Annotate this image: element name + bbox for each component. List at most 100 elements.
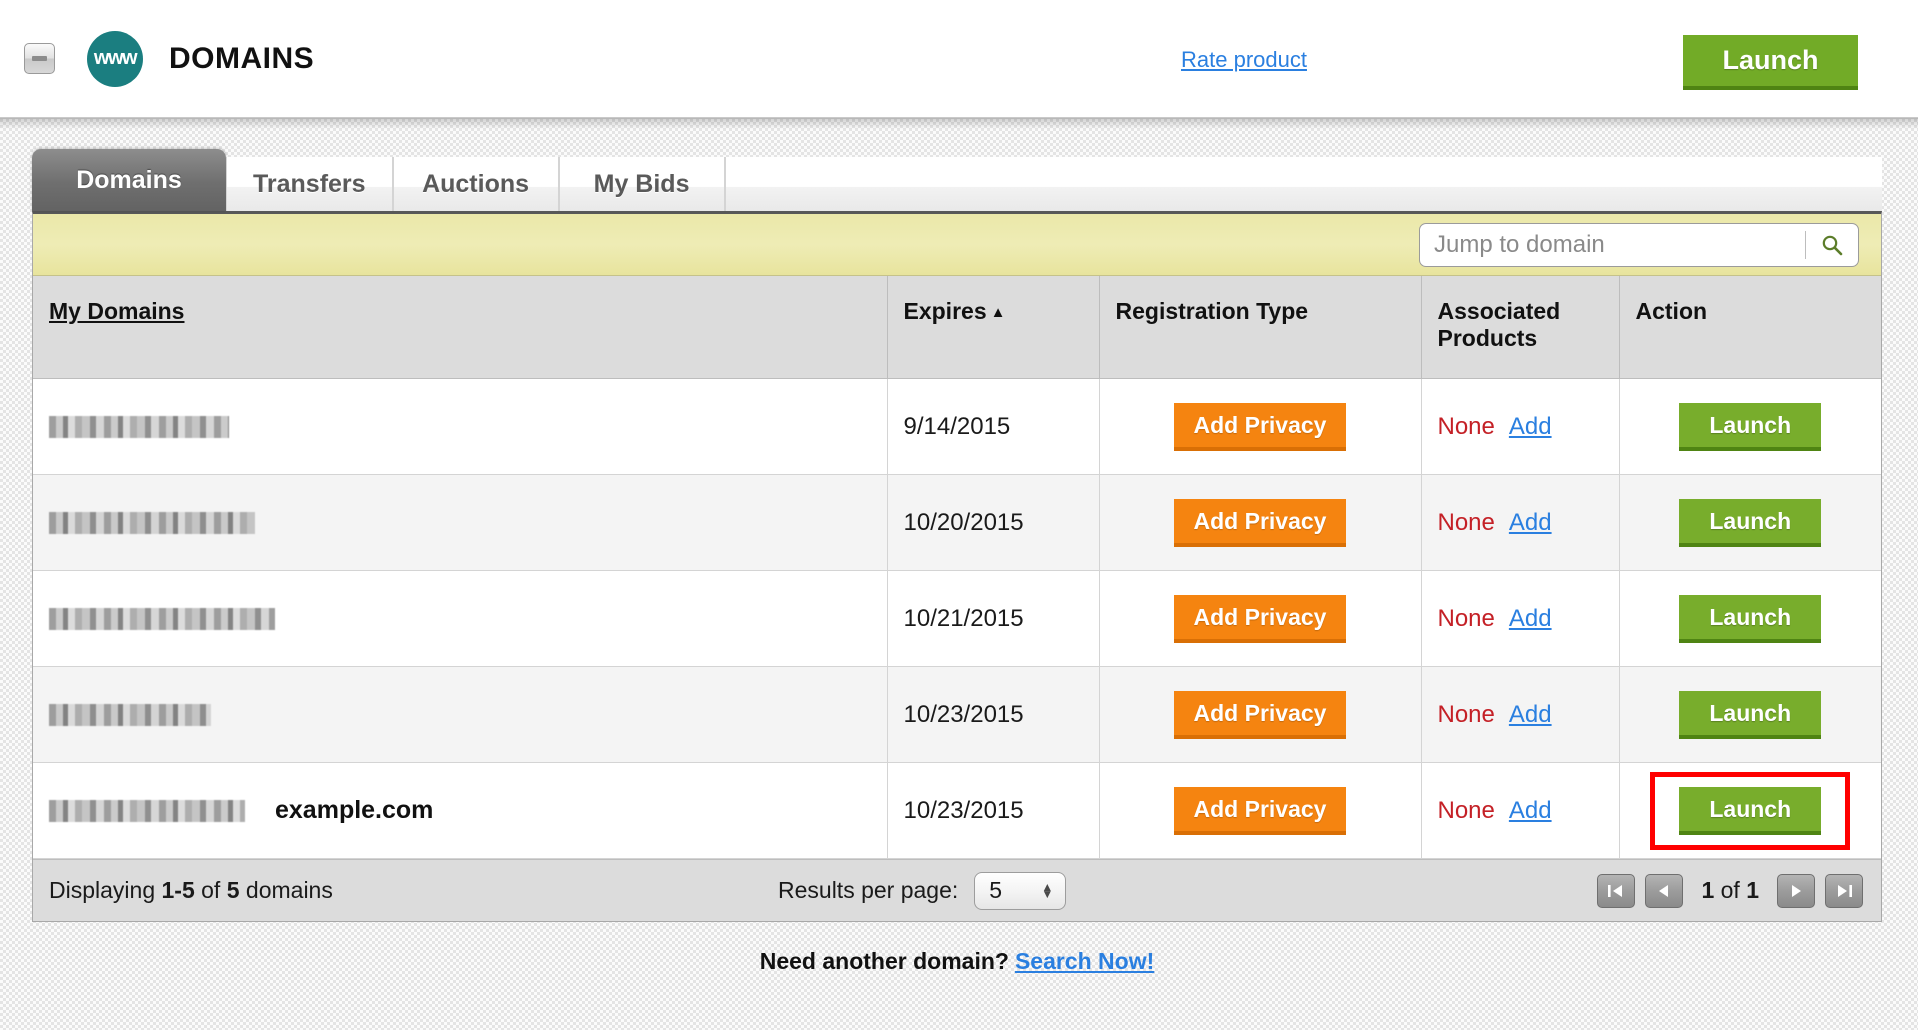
- domain-name-label: example.com: [275, 796, 434, 824]
- cell-associated-products: None Add: [1421, 762, 1620, 859]
- table-row: 9/14/2015 Add Privacy None Add Launch: [33, 378, 1881, 475]
- cell-action: Launch: [1619, 474, 1881, 571]
- pager-current-page: 1: [1701, 877, 1715, 903]
- displaying-prefix: Displaying: [49, 877, 162, 903]
- tab-strip: Domains Transfers Auctions My Bids: [32, 149, 1882, 211]
- displaying-count: Displaying 1-5 of 5 domains: [49, 877, 333, 904]
- cell-action: Launch: [1619, 570, 1881, 667]
- column-header-my-domains[interactable]: My Domains: [33, 276, 888, 379]
- column-header-action: Action: [1619, 276, 1881, 379]
- redacted-domain-name: [49, 415, 229, 438]
- associated-add-link[interactable]: Add: [1508, 604, 1552, 632]
- table-row: 10/21/2015 Add Privacy None Add Launch: [33, 570, 1881, 667]
- minus-icon: [32, 56, 47, 61]
- add-privacy-button[interactable]: Add Privacy: [1173, 594, 1347, 643]
- search-icon: [1822, 235, 1843, 255]
- domains-table-body: 9/14/2015 Add Privacy None Add Launch 10/20/2…: [33, 378, 1881, 859]
- column-header-expires-label: Expires: [903, 298, 987, 324]
- search-divider: [1805, 230, 1806, 259]
- prev-page-icon: [1659, 884, 1669, 897]
- add-privacy-button[interactable]: Add Privacy: [1173, 786, 1347, 835]
- cell-domain: [33, 570, 888, 667]
- rate-product-link[interactable]: Rate product: [1181, 47, 1307, 72]
- launch-button[interactable]: Launch: [1679, 498, 1822, 547]
- stepper-arrows-icon: ▲ ▼: [1041, 879, 1054, 901]
- jump-to-domain-field[interactable]: [1419, 222, 1859, 267]
- pager-of: of: [1714, 877, 1747, 903]
- redacted-domain-name: [49, 607, 275, 630]
- cell-associated-products: None Add: [1421, 474, 1620, 571]
- associated-add-link[interactable]: Add: [1508, 412, 1552, 440]
- pager-last-button[interactable]: [1825, 873, 1863, 908]
- pager-first-button[interactable]: [1597, 873, 1636, 908]
- app-header: www DOMAINS Rate product Launch: [0, 0, 1918, 118]
- highlight-annotation: Launch: [1650, 771, 1851, 850]
- add-privacy-button[interactable]: Add Privacy: [1173, 498, 1347, 547]
- search-input[interactable]: [1420, 223, 1805, 266]
- results-per-page-label: Results per page:: [778, 877, 959, 903]
- cell-action: Launch: [1619, 666, 1881, 763]
- table-row: example.com 10/23/2015 Add Privacy None Add L…: [33, 762, 1881, 859]
- cell-domain: [33, 666, 888, 763]
- first-page-icon: [1608, 884, 1623, 897]
- launch-button[interactable]: Launch: [1679, 402, 1822, 451]
- domains-panel: My Domains Expires▲ Registration Type As…: [32, 211, 1882, 922]
- cell-registration-type: Add Privacy: [1099, 474, 1422, 571]
- column-header-action-label: Action: [1635, 298, 1708, 324]
- tab-domains[interactable]: Domains: [32, 149, 226, 211]
- cell-expires: 10/20/2015: [887, 474, 1100, 571]
- www-logo-text: www: [93, 47, 138, 69]
- cell-registration-type: Add Privacy: [1099, 762, 1422, 859]
- www-logo-icon: www: [87, 30, 143, 87]
- launch-button[interactable]: Launch: [1679, 786, 1822, 835]
- cell-expires: 10/21/2015: [887, 570, 1100, 667]
- results-per-page-select[interactable]: 5 ▲ ▼: [974, 871, 1067, 910]
- cell-expires: 10/23/2015: [887, 666, 1100, 763]
- collapse-panel-button[interactable]: [24, 43, 55, 74]
- tab-my-bids[interactable]: My Bids: [558, 157, 725, 211]
- results-per-page: Results per page: 5 ▲ ▼: [778, 871, 1067, 910]
- need-another-domain-text: Need another domain?: [759, 948, 1009, 974]
- next-page-icon: [1792, 884, 1801, 897]
- cell-registration-type: Add Privacy: [1099, 378, 1422, 475]
- add-privacy-button[interactable]: Add Privacy: [1173, 690, 1347, 739]
- cell-domain: [33, 474, 888, 571]
- associated-add-link[interactable]: Add: [1508, 796, 1552, 824]
- search-now-link[interactable]: Search Now!: [1014, 948, 1155, 974]
- header-launch-button[interactable]: Launch: [1683, 35, 1858, 90]
- pager-status: 1 of 1: [1701, 877, 1759, 904]
- tab-transfers[interactable]: Transfers: [226, 157, 393, 211]
- associated-add-link[interactable]: Add: [1508, 508, 1552, 536]
- column-header-registration-type[interactable]: Registration Type: [1099, 276, 1422, 379]
- redacted-domain-name: [49, 511, 255, 534]
- need-another-domain: Need another domain? Search Now!: [32, 922, 1882, 975]
- associated-none-label: None: [1437, 700, 1495, 728]
- column-header-expires[interactable]: Expires ▲: [887, 276, 1100, 379]
- associated-add-link[interactable]: Add: [1508, 700, 1552, 728]
- search-band: [33, 214, 1881, 276]
- table-footer: Displaying 1-5 of 5 domains Results per …: [33, 859, 1881, 921]
- cell-associated-products: None Add: [1421, 378, 1620, 475]
- pager-next-button[interactable]: [1777, 873, 1815, 908]
- cell-registration-type: Add Privacy: [1099, 570, 1422, 667]
- add-privacy-button[interactable]: Add Privacy: [1173, 402, 1347, 451]
- page-title: DOMAINS: [169, 41, 315, 75]
- displaying-total: 5: [226, 877, 240, 903]
- pager-prev-button[interactable]: [1645, 873, 1684, 908]
- displaying-range: 1-5: [161, 877, 195, 903]
- tab-auctions[interactable]: Auctions: [392, 157, 559, 211]
- column-header-my-domains-label: My Domains: [49, 298, 185, 324]
- table-header-row: My Domains Expires ▲ Registration Type As…: [33, 276, 1881, 379]
- results-per-page-value: 5: [989, 877, 1003, 903]
- sort-ascending-icon: ▲: [990, 304, 1006, 322]
- tab-my-bids-label: My Bids: [593, 169, 690, 198]
- tab-domains-label: Domains: [76, 165, 182, 194]
- launch-button[interactable]: Launch: [1679, 594, 1822, 643]
- tab-strip-filler: [724, 157, 1882, 211]
- cell-domain: example.com: [33, 762, 888, 859]
- launch-button[interactable]: Launch: [1679, 690, 1822, 739]
- last-page-icon: [1838, 884, 1852, 897]
- redacted-domain-name: [49, 799, 245, 822]
- column-header-associated-products[interactable]: Associated Products: [1421, 276, 1620, 379]
- search-button[interactable]: [1806, 224, 1858, 266]
